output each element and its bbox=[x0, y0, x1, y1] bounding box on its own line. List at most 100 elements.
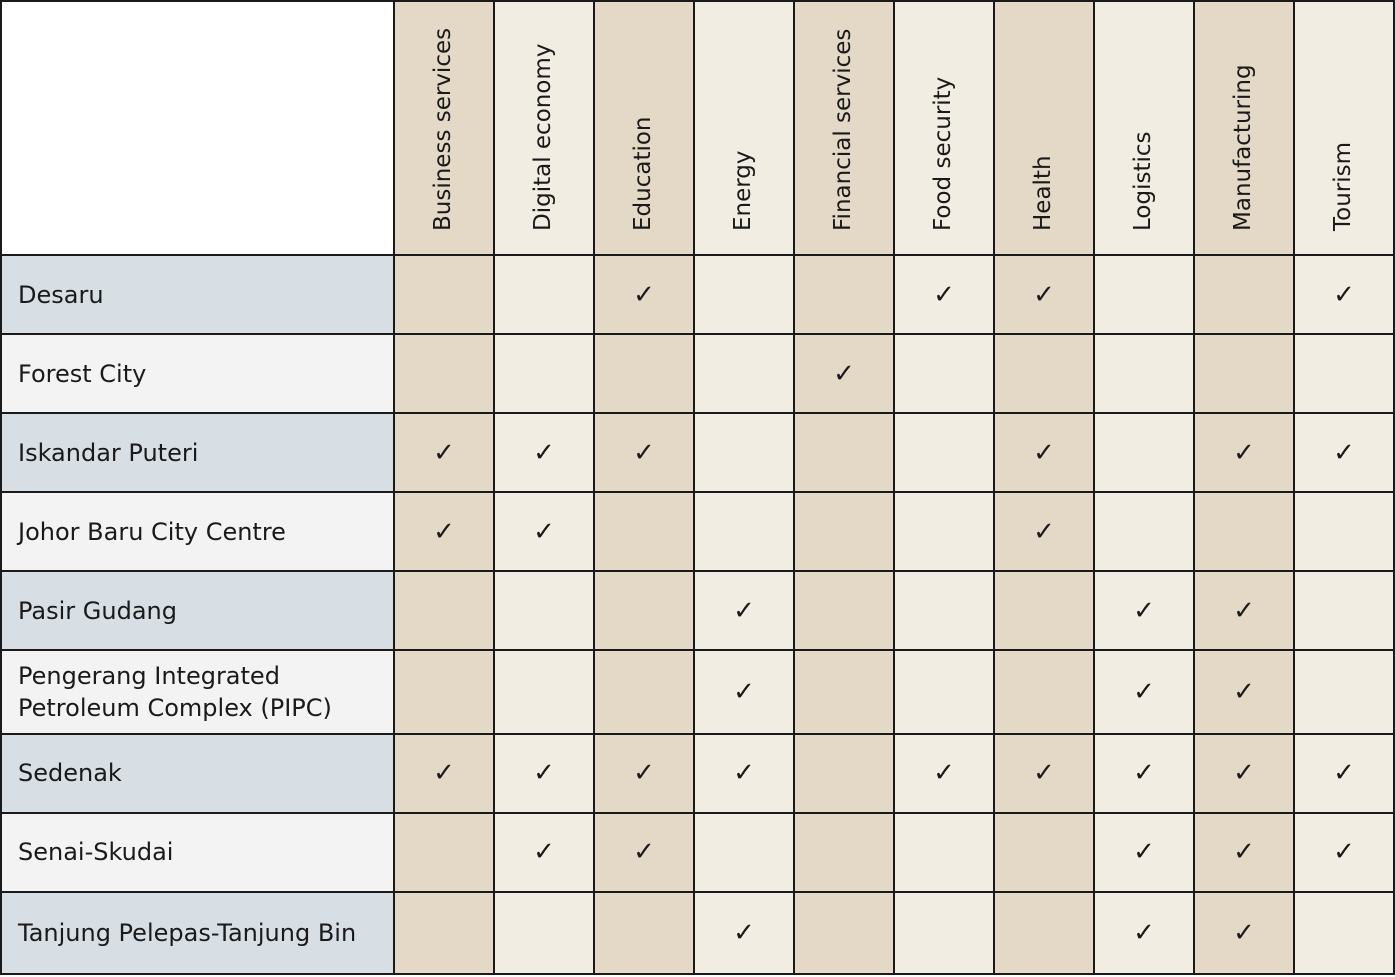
row-label: Tanjung Pelepas-Tanjung Bin bbox=[0, 890, 395, 976]
empty-cell bbox=[393, 649, 495, 735]
column-header: Business services bbox=[393, 0, 495, 256]
empty-cell bbox=[793, 570, 895, 652]
row-label: Forest City bbox=[0, 333, 395, 415]
empty-cell bbox=[593, 649, 695, 735]
empty-cell bbox=[893, 491, 995, 573]
empty-cell bbox=[793, 732, 895, 814]
empty-cell bbox=[793, 491, 895, 573]
empty-cell bbox=[1093, 412, 1195, 494]
empty-cell bbox=[1093, 491, 1195, 573]
empty-cell bbox=[593, 491, 695, 573]
empty-cell bbox=[793, 890, 895, 976]
check-icon: ✓ bbox=[593, 811, 695, 893]
column-header-label: Tourism bbox=[1330, 141, 1356, 231]
check-icon: ✓ bbox=[1093, 890, 1195, 976]
column-header-label: Logistics bbox=[1130, 131, 1156, 232]
row-label: Pengerang Integrated Petroleum Complex (… bbox=[0, 649, 395, 735]
empty-cell bbox=[993, 333, 1095, 415]
check-icon: ✓ bbox=[893, 253, 995, 336]
empty-cell bbox=[793, 412, 895, 494]
check-icon: ✓ bbox=[693, 890, 795, 976]
check-icon: ✓ bbox=[693, 570, 795, 652]
table-row: Desaru ✓ ✓ ✓ ✓ bbox=[0, 253, 1395, 336]
column-header: Food security bbox=[893, 0, 995, 256]
check-icon: ✓ bbox=[1093, 732, 1195, 814]
column-header-label: Manufacturing bbox=[1230, 64, 1256, 231]
empty-cell bbox=[993, 890, 1095, 976]
empty-cell bbox=[893, 649, 995, 735]
column-header: Energy bbox=[693, 0, 795, 256]
empty-cell bbox=[393, 811, 495, 893]
column-header: Digital economy bbox=[493, 0, 595, 256]
check-icon: ✓ bbox=[1193, 570, 1295, 652]
empty-cell bbox=[893, 811, 995, 893]
column-header-label: Financial services bbox=[830, 28, 856, 231]
empty-cell bbox=[393, 570, 495, 652]
check-icon: ✓ bbox=[1293, 811, 1395, 893]
check-icon: ✓ bbox=[593, 412, 695, 494]
check-icon: ✓ bbox=[393, 491, 495, 573]
check-icon: ✓ bbox=[493, 491, 595, 573]
check-icon: ✓ bbox=[1293, 253, 1395, 336]
matrix-body: Desaru ✓ ✓ ✓ ✓ Forest City ✓ Iskandar Puteri ✓ ✓ ✓… bbox=[0, 253, 1395, 976]
column-header: Manufacturing bbox=[1193, 0, 1295, 256]
check-icon: ✓ bbox=[593, 732, 695, 814]
check-icon: ✓ bbox=[493, 811, 595, 893]
check-icon: ✓ bbox=[1193, 412, 1295, 494]
check-icon: ✓ bbox=[1193, 732, 1295, 814]
check-icon: ✓ bbox=[493, 732, 595, 814]
row-label: Pasir Gudang bbox=[0, 570, 395, 652]
row-label: Sedenak bbox=[0, 732, 395, 814]
empty-cell bbox=[1093, 253, 1195, 336]
check-icon: ✓ bbox=[1093, 649, 1195, 735]
empty-cell bbox=[1293, 333, 1395, 415]
empty-cell bbox=[693, 412, 795, 494]
empty-cell bbox=[493, 333, 595, 415]
table-row: Pengerang Integrated Petroleum Complex (… bbox=[0, 649, 1395, 735]
check-icon: ✓ bbox=[993, 491, 1095, 573]
check-icon: ✓ bbox=[693, 649, 795, 735]
empty-cell bbox=[493, 570, 595, 652]
empty-cell bbox=[693, 491, 795, 573]
column-header-label: Business services bbox=[430, 27, 456, 231]
empty-cell bbox=[393, 333, 495, 415]
empty-cell bbox=[393, 890, 495, 976]
table-row: Tanjung Pelepas-Tanjung Bin ✓ ✓ ✓ bbox=[0, 890, 1395, 976]
column-header: Tourism bbox=[1293, 0, 1395, 256]
check-icon: ✓ bbox=[993, 412, 1095, 494]
table-row: Johor Baru City Centre ✓ ✓ ✓ bbox=[0, 491, 1395, 573]
empty-cell bbox=[793, 811, 895, 893]
check-icon: ✓ bbox=[1193, 649, 1295, 735]
row-label: Johor Baru City Centre bbox=[0, 491, 395, 573]
table-row: Pasir Gudang ✓ ✓ ✓ bbox=[0, 570, 1395, 652]
check-icon: ✓ bbox=[993, 253, 1095, 336]
empty-cell bbox=[593, 890, 695, 976]
check-icon: ✓ bbox=[393, 732, 495, 814]
empty-cell bbox=[493, 649, 595, 735]
empty-cell bbox=[1293, 491, 1395, 573]
empty-cell bbox=[893, 412, 995, 494]
check-icon: ✓ bbox=[493, 412, 595, 494]
empty-cell bbox=[593, 333, 695, 415]
empty-cell bbox=[893, 890, 995, 976]
check-icon: ✓ bbox=[1093, 811, 1195, 893]
empty-cell bbox=[1293, 570, 1395, 652]
check-icon: ✓ bbox=[1293, 412, 1395, 494]
empty-cell bbox=[893, 333, 995, 415]
row-label: Iskandar Puteri bbox=[0, 412, 395, 494]
empty-cell bbox=[893, 570, 995, 652]
column-header-label: Energy bbox=[730, 150, 756, 231]
empty-cell bbox=[1093, 333, 1195, 415]
corner-cell bbox=[0, 0, 395, 256]
column-header: Education bbox=[593, 0, 695, 256]
table-row: Forest City ✓ bbox=[0, 333, 1395, 415]
check-icon: ✓ bbox=[593, 253, 695, 336]
empty-cell bbox=[493, 253, 595, 336]
row-label: Senai-Skudai bbox=[0, 811, 395, 893]
row-label: Desaru bbox=[0, 253, 395, 336]
empty-cell bbox=[1293, 890, 1395, 976]
empty-cell bbox=[693, 253, 795, 336]
check-icon: ✓ bbox=[993, 732, 1095, 814]
check-icon: ✓ bbox=[1293, 732, 1395, 814]
